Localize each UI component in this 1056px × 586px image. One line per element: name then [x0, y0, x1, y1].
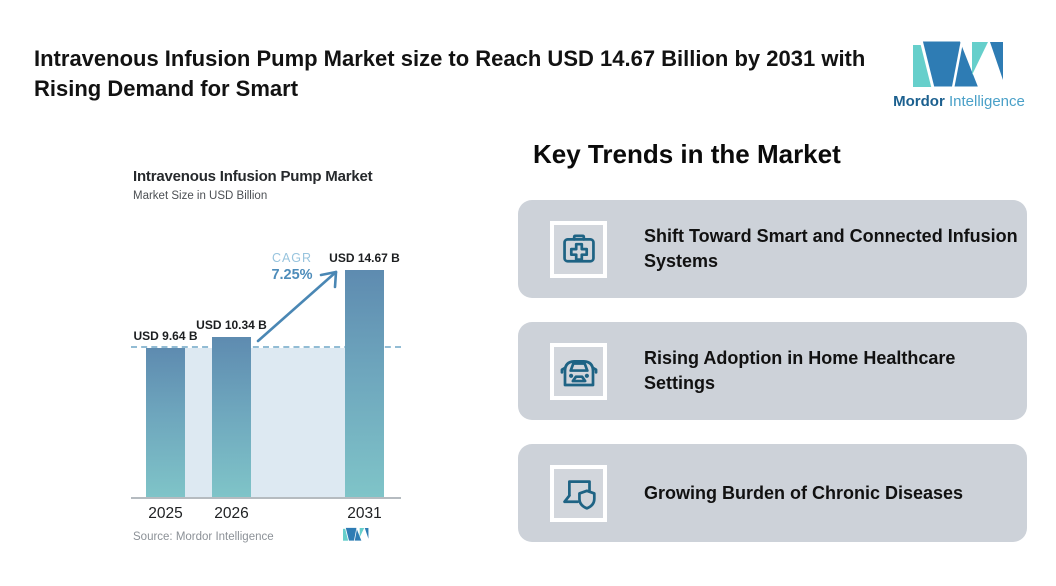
reference-dashed-line — [131, 346, 401, 348]
trend-card-title: Shift Toward Smart and Connected Infusio… — [644, 226, 1018, 271]
bar-chart: USD 9.64 B 2025 USD 10.34 B 2026 USD 14.… — [131, 245, 401, 522]
trend-card-chronic-diseases: Growing Burden of Chronic Diseases — [518, 444, 1027, 542]
icon-box — [550, 464, 607, 522]
cagr-label: CAGR — [271, 251, 313, 265]
chart-title: Intravenous Infusion Pump Market — [133, 168, 373, 185]
brand-name-bold: Mordor — [893, 93, 945, 110]
chart-source: Source: Mordor Intelligence — [133, 531, 274, 543]
mordor-logo-small-icon — [343, 527, 369, 542]
brand-logo: Mordor Intelligence — [888, 40, 1030, 110]
trends-heading: Key Trends in the Market — [533, 139, 841, 169]
icon-box — [550, 220, 607, 278]
page-title: Intravenous Infusion Pump Market size to… — [34, 46, 866, 101]
car-icon — [560, 360, 597, 387]
trend-card-smart-infusion: Shift Toward Smart and Connected Infusio… — [518, 200, 1027, 298]
laptop-shield-icon — [562, 480, 596, 510]
cagr-annotation: CAGR 7.25% — [262, 251, 322, 283]
bar-value-label: USD 14.67 B — [329, 251, 400, 265]
trend-card-title: Rising Adoption in Home Healthcare Setti… — [644, 348, 956, 393]
trend-cards: Shift Toward Smart and Connected Infusio… — [518, 200, 1027, 566]
x-axis-line — [131, 497, 401, 499]
bar-value-label: USD 9.64 B — [133, 329, 198, 343]
bar-value-label: USD 10.34 B — [196, 318, 267, 332]
bar-group-2025: USD 9.64 B 2025 — [133, 245, 198, 522]
icon-box — [550, 342, 607, 400]
trend-card-home-healthcare: Rising Adoption in Home Healthcare Setti… — [518, 322, 1027, 420]
bar-2026: USD 10.34 B — [196, 318, 267, 497]
x-axis-tick-2031: 2031 — [347, 505, 382, 522]
mordor-logo-icon — [913, 40, 1003, 90]
cagr-value: 7.25% — [271, 267, 313, 283]
bar-2031: USD 14.67 B — [329, 251, 400, 497]
bar-group-2026: USD 10.34 B 2026 — [196, 245, 267, 522]
brand-name: Mordor Intelligence — [888, 93, 1030, 110]
trend-card-title: Growing Burden of Chronic Diseases — [644, 482, 964, 503]
growth-arrow-icon — [256, 270, 338, 343]
bar-2025: USD 9.64 B — [133, 329, 198, 497]
x-axis-tick-2026: 2026 — [214, 505, 249, 522]
x-axis-tick-2025: 2025 — [148, 505, 183, 522]
bar-group-2031: USD 14.67 B 2031 — [329, 245, 400, 522]
first-aid-kit-icon — [562, 234, 595, 263]
brand-name-light: Intelligence — [948, 93, 1025, 110]
chart-subtitle: Market Size in USD Billion — [133, 190, 268, 202]
